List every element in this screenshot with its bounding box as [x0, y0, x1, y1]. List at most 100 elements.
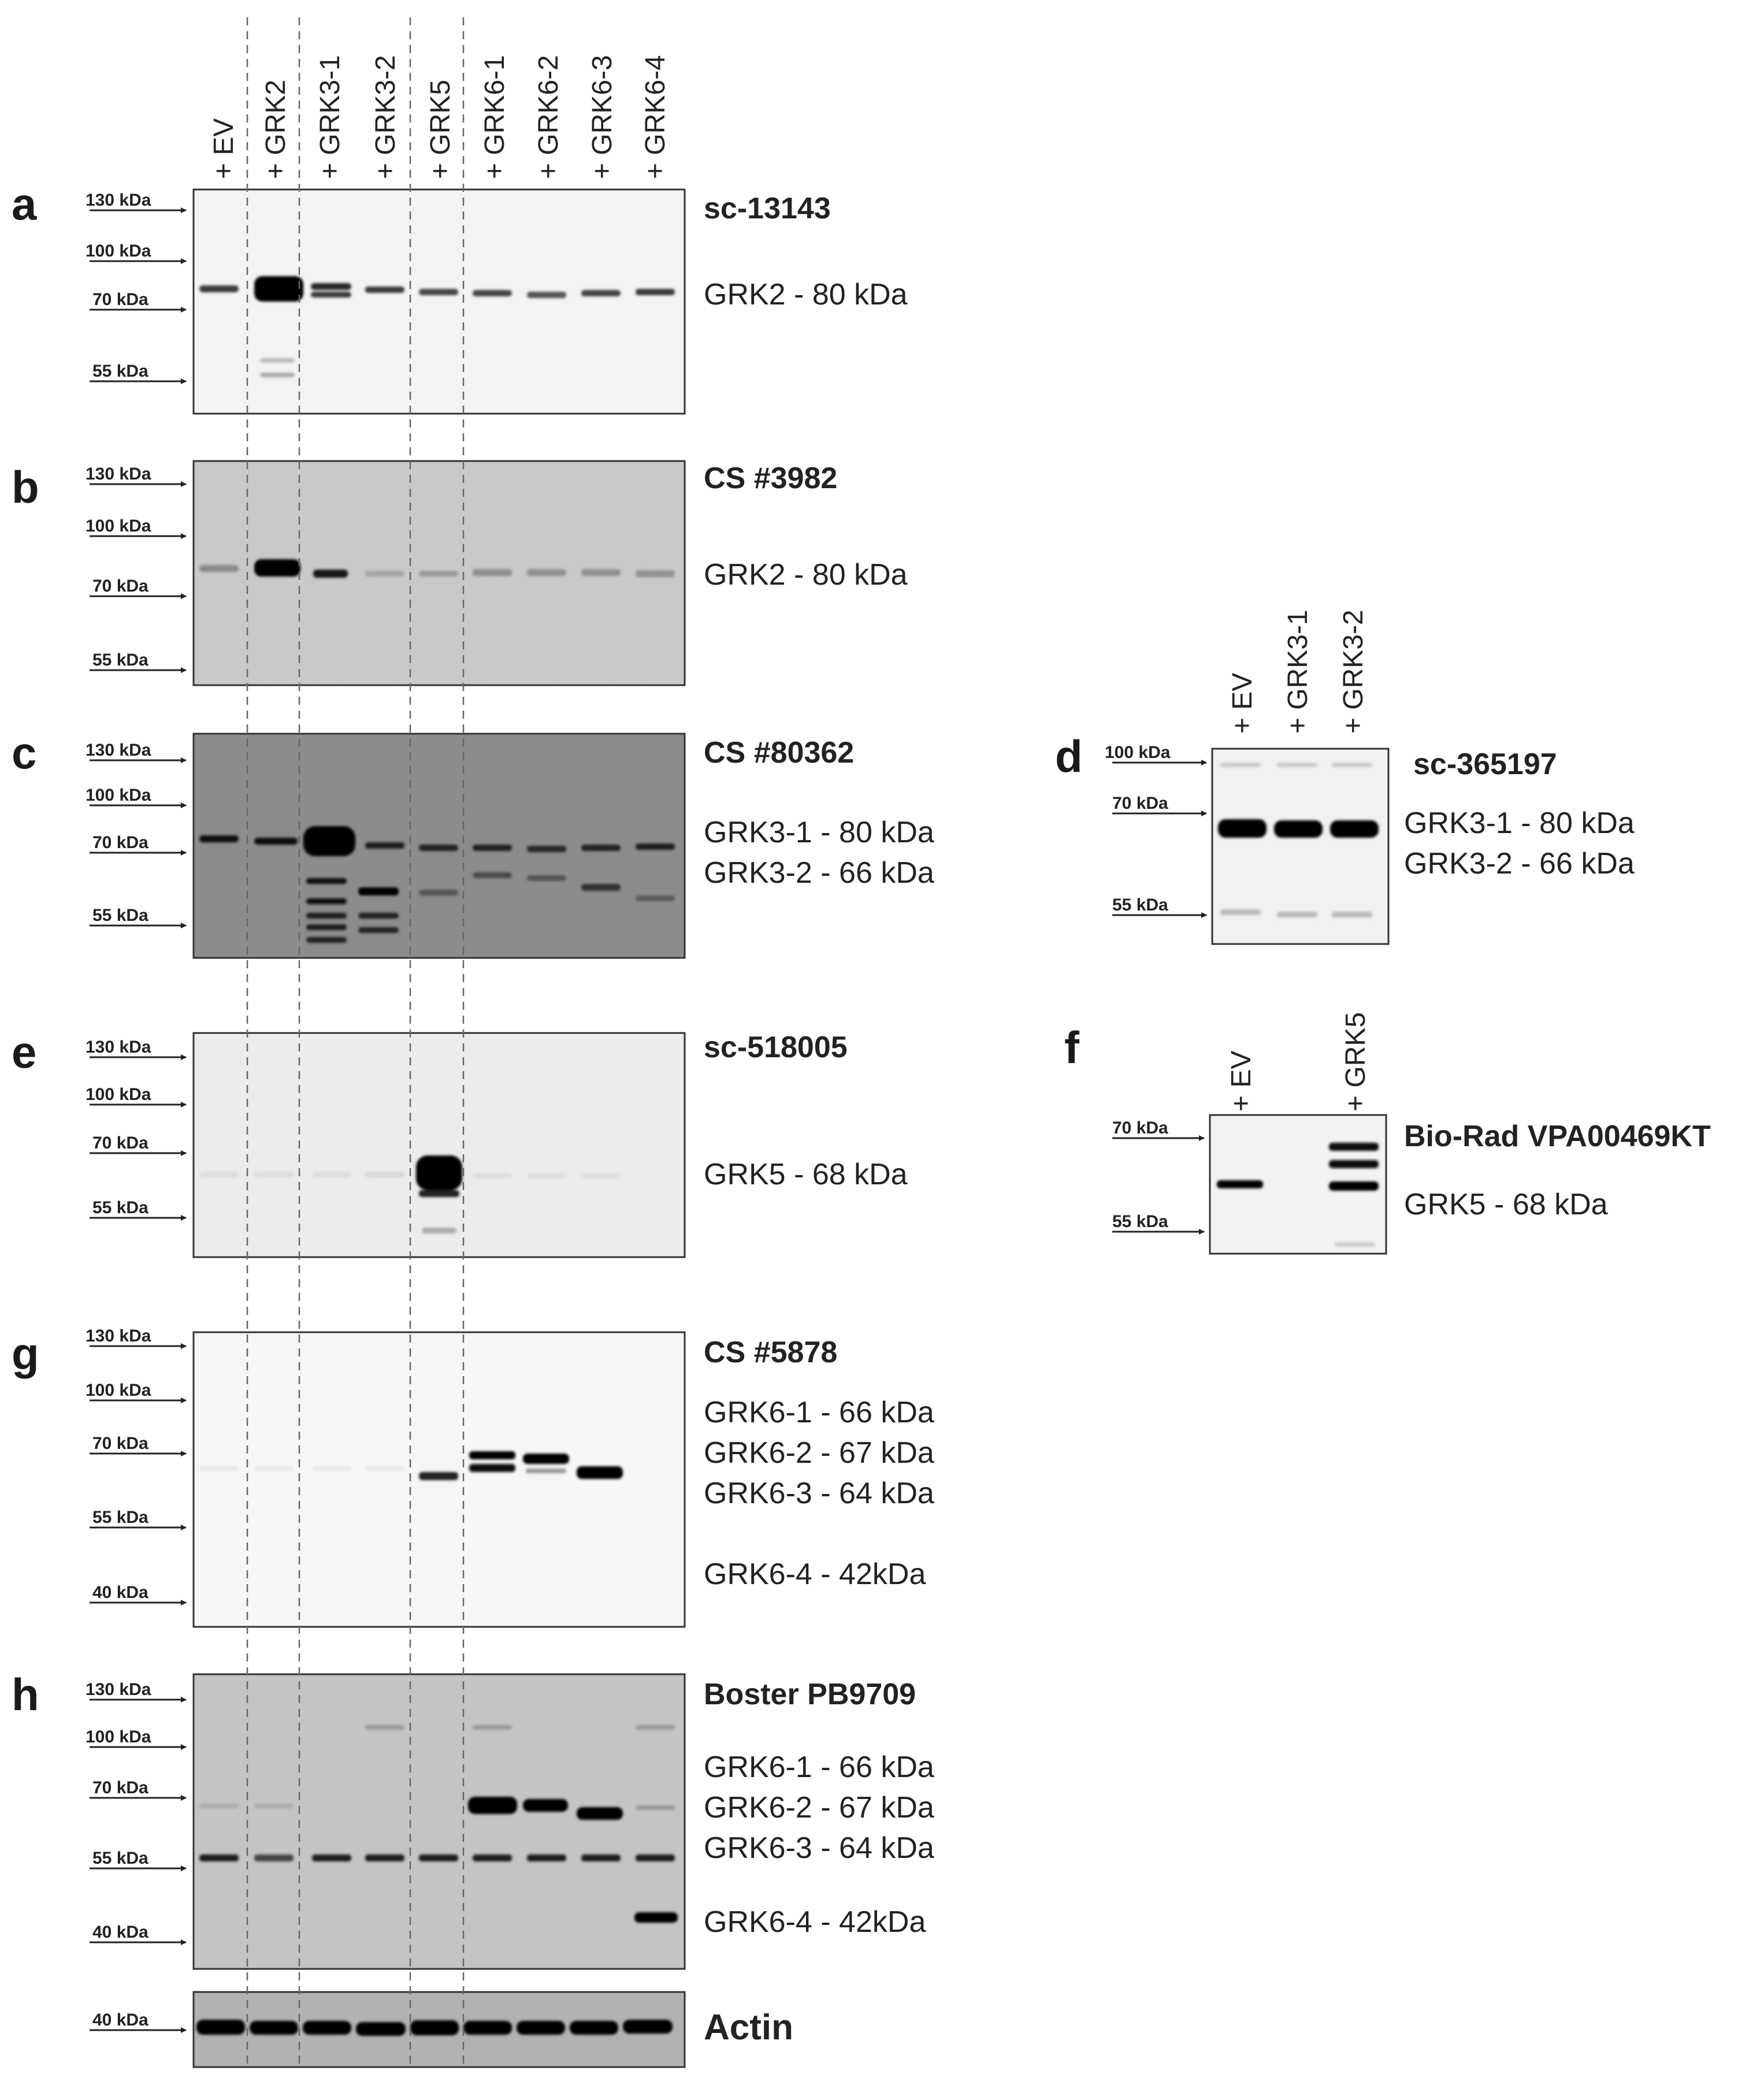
blot-panel-f: f + EV + GRK5 Bio-Rad VPA00469KT GRK5 - …: [1064, 1012, 1711, 1255]
panel-letter: h: [12, 1669, 39, 1720]
mw-markers: 130 kDa 100 kDa 70 kDa 55 kDa: [86, 464, 187, 673]
bands: [1217, 1143, 1379, 1247]
mw-label: 55 kDa: [1112, 1212, 1168, 1231]
mw-label: 100 kDa: [86, 516, 151, 536]
lane-label: + GRK3-2: [370, 55, 401, 179]
mw-label: 130 kDa: [86, 191, 151, 210]
lane-label: + GRK2: [261, 80, 291, 179]
blot-panel-c: c CS #80362 GRK3-1 - 80: [12, 727, 934, 959]
mw-label: 70 kDa: [92, 577, 148, 596]
lane-label: + EV: [1227, 673, 1258, 734]
mw-markers: 130 kDa 100 kDa 70 kDa 55 kDa: [86, 741, 187, 928]
blot-membrane: [192, 1673, 686, 1970]
blot-membrane: [192, 1032, 686, 1258]
mw-label: 100 kDa: [86, 1085, 151, 1104]
panel-letter: e: [12, 1027, 36, 1077]
mw-label: 130 kDa: [86, 1038, 151, 1057]
protein-label: GRK2 - 80 kDa: [704, 278, 908, 311]
antibody-name: sc-365197: [1413, 748, 1557, 781]
mw-markers: 100 kDa 70 kDa 55 kDa: [1105, 743, 1207, 918]
protein-label: GRK3-2 - 66 kDa: [704, 856, 934, 890]
blot-panel-d: d + EV + GRK3-1 + GRK3-2 sc-365197 GRK3-…: [1055, 609, 1635, 945]
protein-label: GRK2 - 80 kDa: [704, 558, 908, 592]
antibody-name: Actin: [704, 2008, 793, 2047]
mw-label: 70 kDa: [92, 1133, 148, 1153]
protein-label: GRK5 - 68 kDa: [704, 1158, 908, 1191]
lane-headers: + EV + GRK2 + GRK3-1 + GRK3-2 + GRK5 + G…: [209, 55, 671, 179]
antibody-name: CS #5878: [704, 1336, 837, 1369]
antibody-name: sc-518005: [704, 1031, 848, 1064]
lane-label: + GRK3-1: [315, 55, 346, 179]
antibody-name: CS #80362: [704, 736, 854, 770]
bands: [199, 559, 675, 578]
panel-letter: g: [12, 1328, 39, 1379]
lane-label: + GRK5: [1340, 1012, 1371, 1112]
protein-label: GRK3-1 - 80 kDa: [1404, 807, 1635, 840]
mw-label: 130 kDa: [86, 464, 151, 484]
mw-label: 70 kDa: [92, 1778, 148, 1797]
lane-label: + EV: [209, 118, 239, 179]
protein-label: GRK6-4 - 42kDa: [704, 1558, 926, 1591]
blot-panel-a: a sc-13143 GRK2 - 80 kDa 130 kDa 100 kDa…: [12, 179, 908, 415]
lane-dividers: [246, 17, 465, 2068]
mw-markers: 130 kDa 100 kDa 70 kDa 55 kDa: [86, 191, 187, 384]
panel-letter: f: [1064, 1022, 1080, 1073]
mw-label: 130 kDa: [86, 1680, 151, 1699]
bands: [199, 1725, 678, 1923]
bands: [199, 276, 675, 377]
lane-label: + GRK6-2: [533, 55, 564, 179]
mw-markers: 130 kDa 100 kDa 70 kDa 55 kDa 40 kDa: [86, 1680, 187, 1945]
mw-label: 40 kDa: [92, 1583, 148, 1602]
mw-markers: 70 kDa 55 kDa: [1112, 1118, 1205, 1235]
antibody-name: CS #3982: [704, 462, 837, 495]
mw-markers: 40 kDa: [90, 2010, 187, 2033]
mw-label: 55 kDa: [92, 1198, 148, 1217]
blot-panel-actin: Actin 40 kDa: [90, 1991, 793, 2068]
mw-label: 70 kDa: [92, 290, 148, 309]
mw-label: 100 kDa: [86, 786, 151, 805]
protein-label: GRK3-1 - 80 kDa: [704, 816, 934, 849]
lane-label: + EV: [1226, 1051, 1257, 1112]
mw-label: 70 kDa: [1112, 1118, 1168, 1138]
mw-label: 40 kDa: [92, 2010, 148, 2030]
mw-label: 55 kDa: [1112, 895, 1168, 915]
mw-label: 70 kDa: [1112, 794, 1168, 813]
mw-markers: 130 kDa 100 kDa 70 kDa 55 kDa: [86, 1038, 187, 1221]
mw-label: 70 kDa: [92, 833, 148, 852]
protein-label: GRK6-1 - 66 kDa: [704, 1396, 934, 1429]
mw-label: 130 kDa: [86, 1326, 151, 1346]
mw-label: 55 kDa: [92, 1508, 148, 1527]
mw-label: 40 kDa: [92, 1923, 148, 1942]
lane-label: + GRK5: [425, 80, 456, 179]
bands: [196, 2020, 673, 2036]
panel-letter: b: [12, 462, 39, 512]
protein-label: GRK6-3 - 64 kDa: [704, 1477, 934, 1510]
protein-label: GRK3-2 - 66 kDa: [1404, 847, 1635, 880]
lane-label: + GRK6-3: [587, 55, 618, 179]
mw-label: 100 kDa: [86, 1727, 151, 1746]
protein-label: GRK6-2 - 67 kDa: [704, 1791, 934, 1824]
lane-label: + GRK6-4: [640, 55, 671, 179]
bands: [199, 826, 675, 943]
lane-label: + GRK3-1: [1283, 609, 1313, 734]
blot-panel-e: e sc-518005 GRK5 - 68 kDa 130 kDa 100 kD…: [12, 1027, 908, 1258]
mw-label: 100 kDa: [1105, 743, 1171, 762]
blot-panel-g: g CS #5878 GRK6-1 - 66 kDa GRK6-2 - 67 k…: [12, 1326, 934, 1628]
blot-panel-b: b CS #3982 GRK2 - 80 kDa 130 kDa 100 kDa…: [12, 460, 908, 686]
protein-label: GRK6-2 - 67 kDa: [704, 1436, 934, 1470]
protein-label: GRK6-4 - 42kDa: [704, 1905, 926, 1939]
mw-label: 55 kDa: [92, 906, 148, 925]
protein-label: GRK6-1 - 66 kDa: [704, 1750, 934, 1784]
panel-letter: a: [12, 179, 37, 229]
blot-panel-h: h Boster PB9709 GRK6-1 - 66 kDa GRK6-2 -: [12, 1669, 934, 1970]
mw-label: 100 kDa: [86, 241, 151, 261]
antibody-name: sc-13143: [704, 192, 831, 225]
mw-label: 100 kDa: [86, 1381, 151, 1400]
mw-label: 55 kDa: [92, 1849, 148, 1868]
protein-label: GRK6-3 - 64 kDa: [704, 1831, 934, 1865]
bands: [199, 1155, 621, 1233]
antibody-name: Boster PB9709: [704, 1678, 916, 1711]
panel-letter: d: [1055, 731, 1083, 782]
mw-label: 55 kDa: [92, 362, 148, 381]
